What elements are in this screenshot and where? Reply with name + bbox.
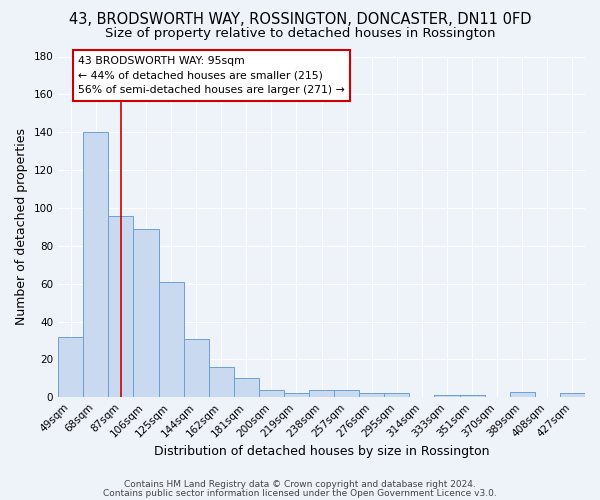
Bar bbox=[510, 392, 535, 397]
Text: 43, BRODSWORTH WAY, ROSSINGTON, DONCASTER, DN11 0FD: 43, BRODSWORTH WAY, ROSSINGTON, DONCASTE… bbox=[69, 12, 531, 28]
Bar bbox=[234, 378, 259, 397]
Bar bbox=[309, 390, 334, 397]
Bar bbox=[385, 394, 409, 397]
Text: Contains public sector information licensed under the Open Government Licence v3: Contains public sector information licen… bbox=[103, 488, 497, 498]
Y-axis label: Number of detached properties: Number of detached properties bbox=[15, 128, 28, 326]
Bar bbox=[184, 338, 209, 397]
Bar bbox=[109, 216, 133, 397]
X-axis label: Distribution of detached houses by size in Rossington: Distribution of detached houses by size … bbox=[154, 444, 490, 458]
Bar bbox=[560, 394, 585, 397]
Bar bbox=[284, 394, 309, 397]
Bar bbox=[158, 282, 184, 397]
Bar bbox=[460, 396, 485, 397]
Bar bbox=[434, 396, 460, 397]
Bar bbox=[58, 336, 83, 397]
Bar bbox=[83, 132, 109, 397]
Text: Size of property relative to detached houses in Rossington: Size of property relative to detached ho… bbox=[105, 28, 495, 40]
Bar bbox=[259, 390, 284, 397]
Bar bbox=[209, 367, 234, 397]
Text: 43 BRODSWORTH WAY: 95sqm
← 44% of detached houses are smaller (215)
56% of semi-: 43 BRODSWORTH WAY: 95sqm ← 44% of detach… bbox=[78, 56, 345, 95]
Bar bbox=[359, 394, 385, 397]
Bar bbox=[133, 229, 158, 397]
Bar bbox=[334, 390, 359, 397]
Text: Contains HM Land Registry data © Crown copyright and database right 2024.: Contains HM Land Registry data © Crown c… bbox=[124, 480, 476, 489]
